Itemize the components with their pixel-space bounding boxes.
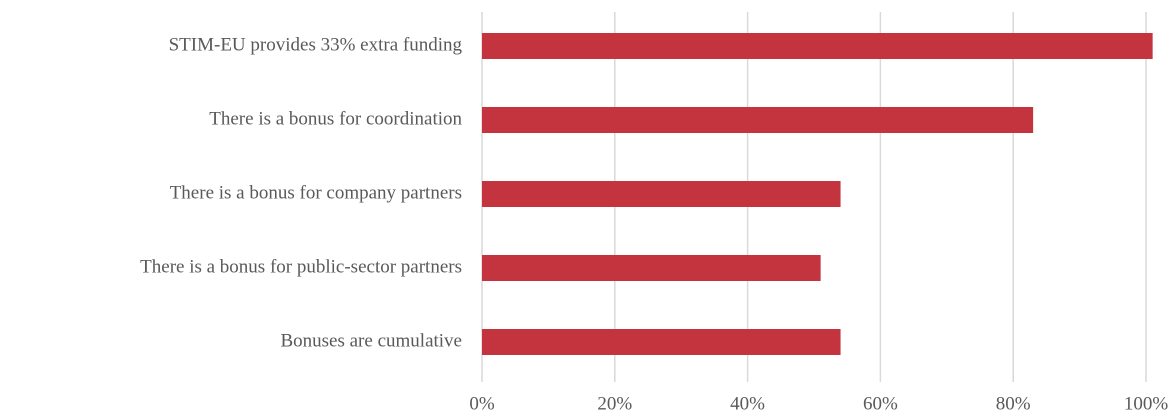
bar [482,33,1153,59]
category-label: There is a bonus for company partners [170,182,462,203]
bar [482,329,841,355]
category-label: STIM-EU provides 33% extra funding [169,34,463,55]
x-tick-label: 40% [730,393,765,414]
x-tick-label: 20% [597,393,632,414]
category-label: There is a bonus for coordination [209,108,462,129]
bar [482,181,841,207]
x-tick-label: 100% [1124,393,1169,414]
x-tick-label: 0% [469,393,495,414]
category-label: Bonuses are cumulative [280,330,462,351]
x-tick-label: 80% [996,393,1031,414]
bar [482,107,1034,133]
x-tick-label: 60% [863,393,898,414]
bar [482,255,821,281]
category-label: There is a bonus for public-sector partn… [140,256,462,277]
